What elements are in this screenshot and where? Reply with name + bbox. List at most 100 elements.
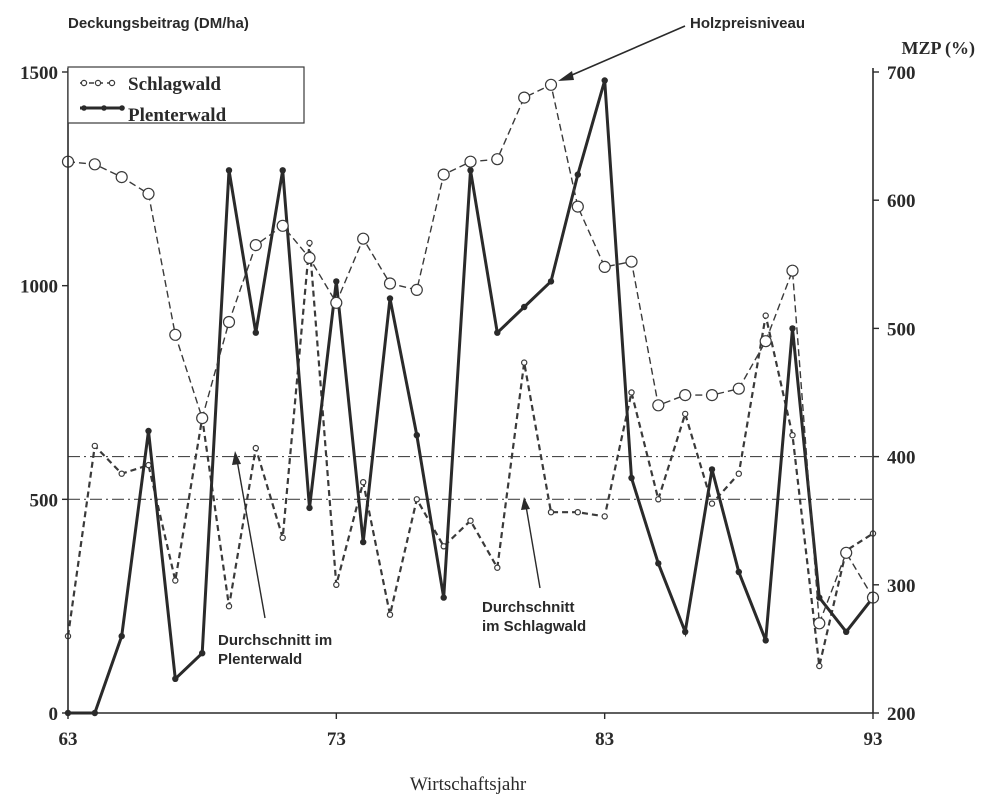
point-holzpreisniveau-73	[330, 296, 343, 309]
annotation-schlagwald-line2: im Schlagwald	[482, 618, 586, 635]
point-holzpreisniveau-68	[196, 412, 209, 425]
annotation-arrow-plenterwald	[236, 459, 266, 619]
point-holzpreisniveau-70	[249, 239, 262, 252]
point-plenterwald-83	[601, 77, 608, 84]
x-tick-label-63: 63	[59, 729, 78, 750]
annotation-holzpreisniveau: Holzpreisniveau	[690, 15, 805, 32]
point-schlagwald-76	[413, 496, 420, 503]
right-axis-title: MZP (%)	[902, 38, 976, 59]
point-holzpreisniveau-65	[115, 171, 128, 184]
point-schlagwald-83	[601, 513, 608, 520]
y-right-tick-label-200: 200	[887, 704, 916, 725]
point-plenterwald-81	[547, 278, 555, 285]
annotation-schlagwald-line1: Durchschnitt	[482, 599, 575, 616]
point-schlagwald-69	[225, 603, 233, 610]
point-schlagwald-90	[789, 432, 796, 439]
point-holzpreisniveau-77	[437, 168, 450, 181]
point-plenterwald-70	[252, 329, 259, 336]
x-tick-label-73: 73	[327, 729, 346, 750]
point-holzpreisniveau-75	[383, 277, 397, 290]
legend-marker-plenterwald-2	[101, 105, 107, 111]
point-holzpreisniveau-74	[357, 232, 370, 245]
point-schlagwald-71	[279, 534, 286, 542]
legend: Schlagwald Plenterwald	[67, 66, 305, 126]
point-holzpreisniveau-66	[142, 187, 155, 200]
point-schlagwald-66	[145, 461, 152, 469]
point-plenterwald-72	[306, 504, 313, 512]
point-schlagwald-91	[816, 662, 823, 670]
point-plenterwald-67	[172, 675, 179, 682]
point-plenterwald-84	[628, 474, 635, 482]
y-right-tick-label-400: 400	[887, 448, 916, 469]
point-plenterwald-71	[279, 167, 286, 174]
point-holzpreisniveau-87	[705, 389, 719, 402]
annotation-plenterwald-line2: Plenterwald	[218, 651, 302, 668]
point-holzpreisniveau-64	[88, 158, 101, 171]
point-holzpreisniveau-92	[840, 546, 853, 559]
annotation-durchschnitt-plenterwald: Durchschnitt im Plenterwald	[218, 632, 336, 668]
point-plenterwald-76	[413, 432, 420, 439]
point-schlagwald-75	[386, 611, 394, 618]
point-plenterwald-78	[467, 167, 474, 174]
point-holzpreisniveau-84	[625, 255, 638, 268]
point-schlagwald-81	[547, 509, 555, 516]
y-left-tick-label-0: 0	[49, 704, 59, 725]
point-plenterwald-75	[386, 295, 394, 302]
point-holzpreisniveau-86	[679, 389, 692, 402]
point-schlagwald-85	[655, 496, 662, 503]
y-right-tick-label-700: 700	[887, 63, 916, 84]
point-holzpreisniveau-91	[813, 617, 826, 630]
point-holzpreisniveau-88	[732, 382, 745, 395]
point-schlagwald-86	[682, 410, 689, 418]
point-schlagwald-73	[333, 581, 340, 589]
point-holzpreisniveau-85	[652, 399, 665, 412]
legend-box	[67, 66, 305, 124]
point-plenterwald-87	[708, 466, 716, 473]
legend-marker-schlagwald-2	[94, 79, 102, 87]
point-plenterwald-69	[225, 167, 233, 174]
point-plenterwald-86	[682, 628, 689, 635]
point-plenterwald-88	[735, 568, 742, 576]
point-holzpreisniveau-90	[786, 264, 799, 277]
legend-label-plenterwald: Plenterwald	[128, 105, 227, 126]
annotation-arrow-schlagwald	[525, 505, 541, 589]
point-schlagwald-78	[467, 517, 474, 524]
y-right-tick-label-300: 300	[887, 576, 916, 597]
y-left-tick-label-1000: 1000	[20, 277, 58, 298]
point-holzpreisniveau-72	[303, 251, 316, 264]
annotation-arrow-holzpreis	[564, 25, 686, 79]
y-left-tick-label-500: 500	[30, 490, 59, 511]
left-axis-title: Deckungsbeitrag (DM/ha)	[68, 15, 249, 32]
point-plenterwald-80	[521, 303, 528, 311]
point-plenterwald-66	[145, 427, 152, 435]
point-schlagwald-88	[735, 470, 743, 477]
point-holzpreisniveau-79	[491, 153, 504, 166]
point-plenterwald-92	[843, 628, 850, 635]
annotation-arrowhead-schlagwald	[521, 497, 530, 510]
annotation-arrowhead-holzpreis	[558, 71, 574, 81]
legend-marker-schlagwald-1	[80, 79, 88, 87]
point-plenterwald-90	[789, 325, 796, 332]
y-right-tick-label-600: 600	[887, 191, 916, 212]
point-schlagwald-64	[91, 442, 99, 450]
point-holzpreisniveau-67	[169, 328, 182, 341]
point-plenterwald-79	[494, 329, 501, 336]
point-schlagwald-67	[172, 577, 179, 584]
point-plenterwald-74	[360, 538, 367, 546]
point-schlagwald-87	[708, 500, 716, 507]
point-schlagwald-84	[628, 389, 635, 396]
x-tick-label-93: 93	[864, 729, 883, 750]
legend-marker-plenterwald-1	[81, 105, 87, 111]
point-schlagwald-79	[494, 564, 501, 571]
x-axis-title: Wirtschaftsjahr	[410, 774, 527, 795]
point-holzpreisniveau-83	[598, 260, 611, 273]
x-tick-label-83: 83	[595, 729, 614, 750]
point-plenterwald-73	[333, 278, 340, 285]
annotation-durchschnitt-schlagwald: Durchschnitt im Schlagwald	[482, 599, 586, 635]
point-holzpreisniveau-76	[410, 283, 423, 296]
legend-marker-plenterwald-3	[119, 105, 125, 111]
y-right-tick-label-500: 500	[887, 319, 916, 340]
point-schlagwald-74	[360, 479, 367, 486]
legend-label-schlagwald: Schlagwald	[128, 74, 221, 95]
